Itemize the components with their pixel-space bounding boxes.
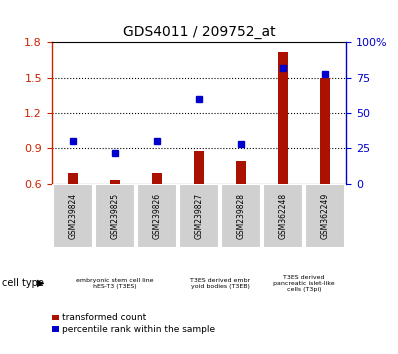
Bar [278, 52, 289, 184]
Text: GSM362248: GSM362248 [279, 193, 288, 239]
Bar [109, 180, 120, 184]
Text: GSM239824: GSM239824 [68, 193, 77, 239]
Bar [194, 151, 204, 184]
Text: ▶: ▶ [37, 278, 44, 288]
Text: percentile rank within the sample: percentile rank within the sample [62, 325, 215, 334]
Text: GSM239825: GSM239825 [110, 193, 119, 239]
Text: GSM239826: GSM239826 [152, 193, 162, 239]
Bar [68, 173, 78, 184]
Text: transformed count: transformed count [62, 313, 146, 322]
Bar [221, 184, 261, 248]
Text: T3ES derived embr
yoid bodies (T3EB): T3ES derived embr yoid bodies (T3EB) [190, 278, 250, 289]
Bar [263, 184, 303, 248]
Text: cell type: cell type [2, 278, 44, 288]
Bar [95, 184, 135, 248]
Bar [137, 184, 177, 248]
Text: T3ES derived
pancreatic islet-like
cells (T3pi): T3ES derived pancreatic islet-like cells… [273, 275, 335, 291]
Text: GDS4011 / 209752_at: GDS4011 / 209752_at [123, 25, 275, 39]
Bar [152, 173, 162, 184]
Text: GSM239828: GSM239828 [236, 193, 246, 239]
Bar [305, 184, 345, 248]
Bar [179, 184, 219, 248]
Bar [236, 161, 246, 184]
Text: GSM362249: GSM362249 [321, 193, 330, 239]
Text: embryonic stem cell line
hES-T3 (T3ES): embryonic stem cell line hES-T3 (T3ES) [76, 278, 154, 289]
Bar [53, 184, 93, 248]
Text: GSM239827: GSM239827 [195, 193, 203, 239]
Bar [320, 78, 330, 184]
